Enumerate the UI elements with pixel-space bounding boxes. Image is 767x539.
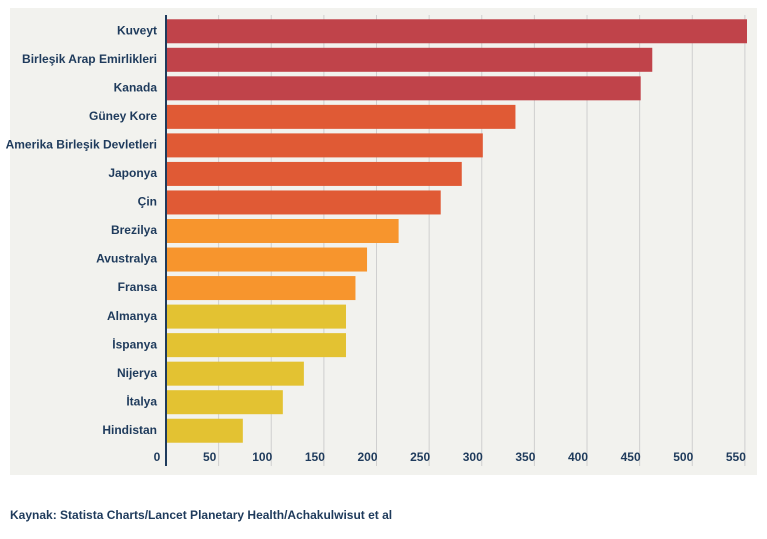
y-tick-label: Birleşik Arap Emirlikleri	[22, 52, 157, 66]
y-tick-label: Brezilya	[111, 223, 157, 237]
y-tick-label: İspanya	[112, 336, 157, 351]
bar	[166, 47, 653, 72]
x-tick-label: 300	[463, 450, 483, 464]
bar	[166, 190, 441, 215]
bar	[166, 19, 747, 44]
x-tick-label: 500	[673, 450, 693, 464]
y-tick-label: Kuveyt	[117, 23, 157, 37]
y-tick-label: Amerika Birleşik Devletleri	[6, 138, 157, 152]
bar	[166, 333, 346, 358]
x-tick-label: 0	[154, 450, 161, 464]
bar	[166, 104, 516, 129]
bar	[166, 76, 641, 101]
bar	[166, 161, 462, 186]
y-tick-label: Avustralya	[96, 252, 157, 266]
y-tick-label: Kanada	[114, 81, 158, 95]
x-tick-label: 250	[410, 450, 430, 464]
bar	[166, 133, 483, 158]
y-tick-label: Almanya	[107, 309, 157, 323]
bar	[166, 418, 243, 443]
bar	[166, 247, 368, 272]
bar	[166, 390, 283, 415]
y-tick-label: Çin	[138, 195, 157, 209]
y-tick-label: Nijerya	[117, 366, 157, 380]
bar	[166, 361, 304, 386]
x-tick-label: 400	[568, 450, 588, 464]
x-tick-label: 50	[203, 450, 217, 464]
x-tick-label: 150	[305, 450, 325, 464]
x-tick-label: 450	[621, 450, 641, 464]
y-tick-label: İtalya	[126, 393, 157, 408]
y-tick-label: Japonya	[108, 166, 157, 180]
x-tick-label: 550	[726, 450, 746, 464]
x-tick-label: 200	[357, 450, 377, 464]
x-tick-label: 100	[252, 450, 272, 464]
y-tick-label: Güney Kore	[89, 109, 157, 123]
bar	[166, 219, 399, 243]
y-tick-label: Hindistan	[102, 423, 157, 437]
bar	[166, 276, 356, 301]
bar	[166, 304, 346, 329]
x-tick-label: 350	[515, 450, 535, 464]
y-tick-label: Fransa	[118, 280, 158, 294]
source-note: Kaynak: Statista Charts/Lancet Planetary…	[10, 508, 392, 522]
